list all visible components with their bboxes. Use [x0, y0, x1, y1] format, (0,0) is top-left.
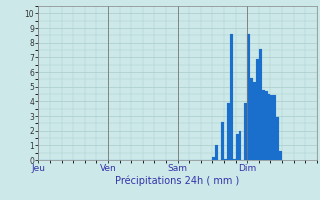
Bar — [256, 59, 259, 160]
Bar — [230, 34, 233, 160]
Bar — [262, 90, 265, 160]
Bar — [268, 94, 270, 160]
Bar — [221, 122, 224, 160]
Bar — [279, 151, 282, 160]
Bar — [273, 95, 276, 160]
Bar — [238, 131, 241, 160]
Bar — [236, 134, 238, 160]
Bar — [259, 49, 262, 160]
Bar — [244, 103, 247, 160]
Bar — [253, 82, 256, 160]
Bar — [224, 159, 227, 160]
Bar — [227, 103, 230, 160]
Bar — [233, 159, 236, 160]
Bar — [250, 78, 253, 160]
Bar — [270, 95, 273, 160]
Bar — [215, 145, 218, 160]
Bar — [276, 117, 279, 160]
X-axis label: Précipitations 24h ( mm ): Précipitations 24h ( mm ) — [116, 176, 240, 186]
Bar — [212, 157, 215, 160]
Bar — [247, 34, 250, 160]
Bar — [265, 91, 268, 160]
